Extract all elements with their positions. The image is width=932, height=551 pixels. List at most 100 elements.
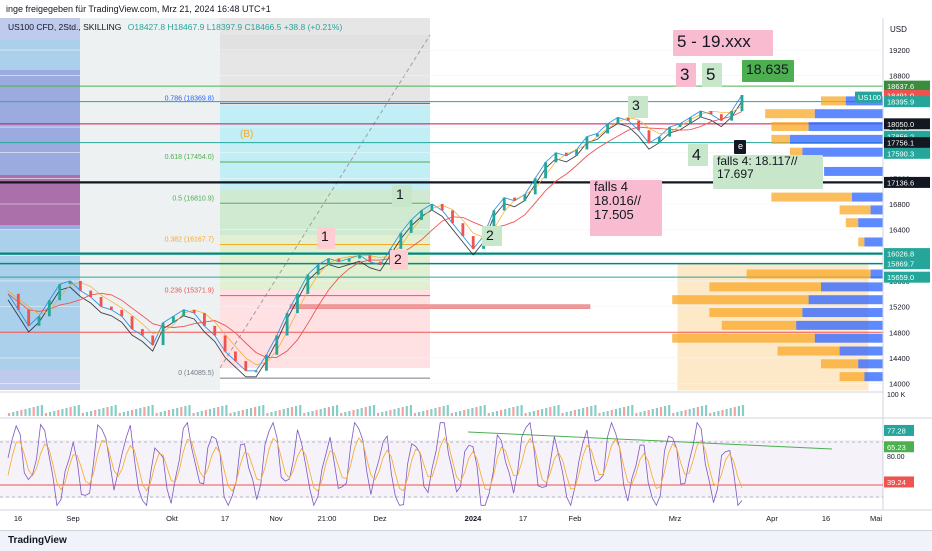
annotation-11: 2 [390, 250, 408, 270]
price-candle [120, 309, 124, 317]
price-candle [451, 210, 454, 224]
price-tag-0: 18637.6 [887, 82, 914, 91]
fib-level-label-4: 0.236 (15371.9) [165, 288, 214, 295]
fib-level-label-0: 0.786 (18369.8) [165, 95, 214, 102]
time-axis-tick-12: 16 [822, 514, 830, 523]
price-candle [99, 297, 103, 307]
price-candle [647, 130, 651, 144]
time-axis-tick-4: Nov [269, 514, 283, 523]
time-axis-tick-6: Dez [373, 514, 387, 523]
price-axis-tick-13: 19200 [889, 46, 910, 55]
price-candle [430, 204, 434, 211]
price-candle [657, 136, 661, 144]
annotation-7: falls 418.016//17.505 [590, 179, 662, 236]
price-candle [595, 133, 599, 137]
legend: US100 CFD, 2Std., SKILLING O18427.8 H184… [8, 22, 342, 32]
price-candle [327, 258, 330, 265]
volume-pane: 100 K [0, 391, 906, 416]
price-candle [244, 361, 248, 371]
svg-text:(B): (B) [240, 129, 253, 140]
price-candle [130, 316, 134, 330]
price-candle [678, 123, 682, 128]
time-axis-tick-2: Okt [166, 514, 179, 523]
legend-ohlc: O18427.8 H18467.9 L18397.9 C18466.5 +38.… [128, 22, 343, 32]
svg-text:1: 1 [396, 186, 404, 202]
price-candle [420, 210, 423, 221]
zone-purple [0, 70, 80, 230]
price-axis-tick-12: 18800 [889, 72, 910, 81]
currency-label: USD [890, 25, 907, 34]
price-candle [358, 255, 361, 259]
price-candle [285, 313, 289, 336]
fib-zone-cyan [220, 105, 430, 160]
annotation-13: e [734, 140, 746, 154]
annotation-4: 3 [628, 96, 648, 118]
price-candle [140, 329, 144, 336]
price-candle [533, 178, 537, 195]
fib-level-label-2: 0.5 (16810.9) [172, 195, 214, 202]
price-candle [699, 111, 703, 118]
price-candle [58, 284, 62, 301]
annotation-6: falls 4: 18.117//17.697 [713, 154, 823, 189]
price-candle [606, 123, 610, 134]
published-text: inge freigegeben für TradingView.com, Mr… [6, 4, 271, 14]
price-candle [68, 280, 72, 285]
annotation-3: 18.635 [742, 60, 794, 82]
price-candle [16, 293, 20, 310]
svg-text:falls 4: falls 4 [594, 179, 628, 194]
price-tag-1: 18491.0 [887, 92, 914, 101]
price-candle [161, 322, 165, 346]
svg-text:1: 1 [321, 228, 329, 244]
fib-level-label-3: 0.382 (16167.7) [165, 237, 214, 244]
price-candle [399, 232, 403, 249]
price-tag-7: 17590.3 [887, 149, 914, 158]
horizontal-levels [0, 85, 883, 333]
svg-text:3: 3 [632, 97, 640, 113]
price-axis-tick-6: 16400 [889, 226, 910, 235]
svg-text:17.697: 17.697 [717, 167, 754, 181]
annotation-9: 2 [482, 226, 502, 246]
annotation-2: 5 [702, 63, 722, 87]
price-candle [172, 316, 175, 323]
price-candle [554, 152, 558, 163]
svg-text:4: 4 [692, 147, 701, 164]
footer: TradingView [0, 530, 932, 551]
annotation-12: (B) [240, 129, 253, 140]
svg-text:18.016//: 18.016// [594, 193, 641, 208]
price-candle [740, 94, 744, 111]
price-candle [265, 354, 268, 371]
price-candle [564, 152, 568, 156]
price-candle [151, 335, 155, 346]
time-axis-tick-3: 17 [221, 514, 229, 523]
price-axis-tick-0: 14000 [889, 380, 910, 389]
svg-text:3: 3 [680, 65, 689, 84]
time-axis-tick-11: Apr [766, 514, 778, 523]
price-candle [513, 197, 516, 201]
tradingview-logo: TradingView [8, 535, 67, 546]
price-axis-tick-7: 16800 [889, 200, 910, 209]
time-axis[interactable]: 16 Sep Okt 17 Nov 21:00 Dez 2024 17 Feb Mrz Apr 16 Ma… [0, 509, 932, 523]
price-candle [492, 210, 496, 237]
price-candle [223, 335, 227, 352]
annotation-5: 4 [688, 144, 708, 166]
svg-text:e: e [738, 141, 743, 151]
annotation-0: 5 - 19.xxx [673, 30, 773, 56]
svg-text:2: 2 [394, 251, 402, 267]
time-axis-tick-7: 2024 [465, 514, 483, 523]
price-candle [544, 162, 547, 179]
time-axis-tick-5: 21:00 [318, 514, 337, 523]
svg-text:5 - 19.xxx: 5 - 19.xxx [677, 32, 751, 51]
volume-scale-label: 100 K [887, 392, 906, 399]
price-candle [730, 111, 734, 121]
price-candle [378, 261, 382, 265]
price-candle [523, 194, 527, 201]
time-axis-tick-10: Mrz [669, 514, 682, 523]
price-candle [337, 258, 341, 262]
price-tag-10: 15869.7 [887, 260, 914, 269]
price-candle [637, 120, 641, 131]
annotation-10: 1 [317, 227, 335, 249]
price-candle [254, 370, 258, 373]
price-tag-9: 16026.8 [887, 250, 914, 259]
